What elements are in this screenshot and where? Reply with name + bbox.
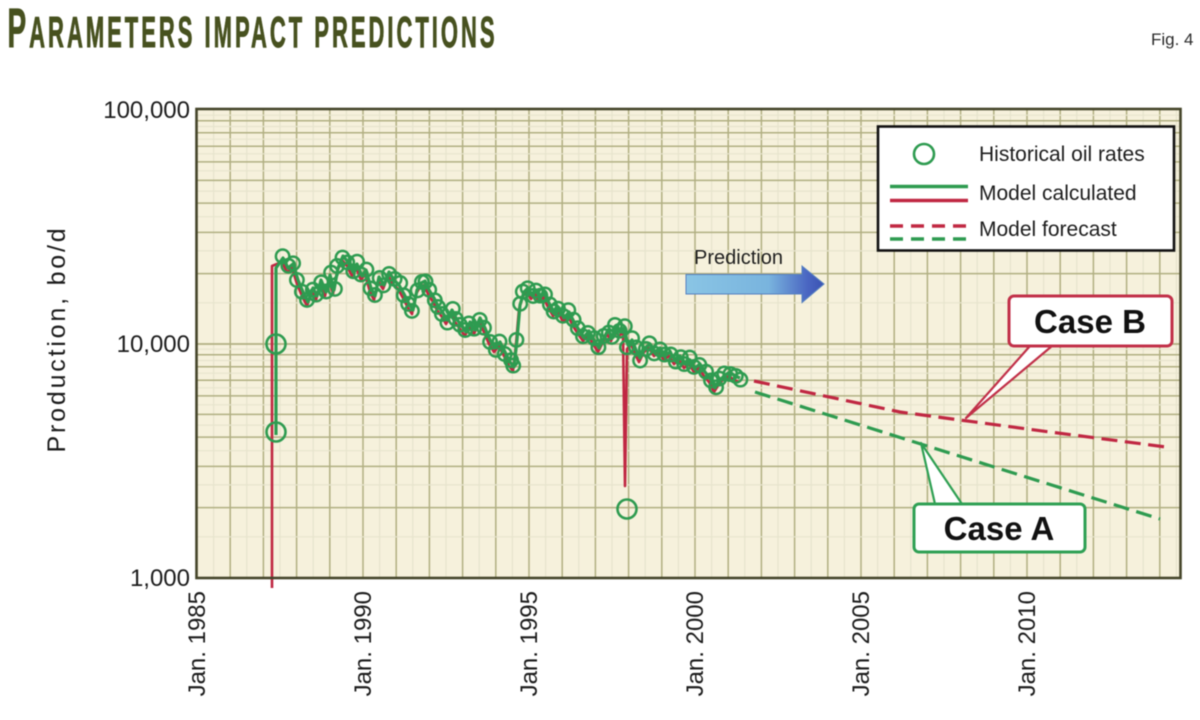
svg-text:Fig. 4: Fig. 4 — [1151, 30, 1194, 49]
svg-text:Jan. 1990: Jan. 1990 — [350, 591, 377, 696]
svg-text:10,000: 10,000 — [117, 331, 190, 358]
svg-text:Jan. 1995: Jan. 1995 — [516, 591, 543, 696]
svg-text:1,000: 1,000 — [130, 565, 190, 592]
svg-text:Case B: Case B — [1034, 303, 1146, 340]
svg-text:Production, bo/d: Production, bo/d — [43, 226, 71, 453]
svg-text:Jan. 2005: Jan. 2005 — [848, 591, 875, 696]
svg-text:Jan. 2000: Jan. 2000 — [682, 591, 709, 696]
svg-text:100,000: 100,000 — [103, 97, 190, 124]
svg-text:Jan. 2010: Jan. 2010 — [1014, 591, 1041, 696]
svg-text:Prediction: Prediction — [694, 247, 783, 269]
svg-text:Case A: Case A — [944, 510, 1055, 547]
svg-text:PARAMETERS IMPACT PREDICTIONS: PARAMETERS IMPACT PREDICTIONS — [8, 0, 498, 60]
svg-text:Model forecast: Model forecast — [979, 218, 1117, 241]
svg-text:Jan. 1985: Jan. 1985 — [184, 591, 211, 696]
svg-text:Model calculated: Model calculated — [979, 182, 1137, 205]
svg-text:Historical oil rates: Historical oil rates — [979, 143, 1145, 166]
